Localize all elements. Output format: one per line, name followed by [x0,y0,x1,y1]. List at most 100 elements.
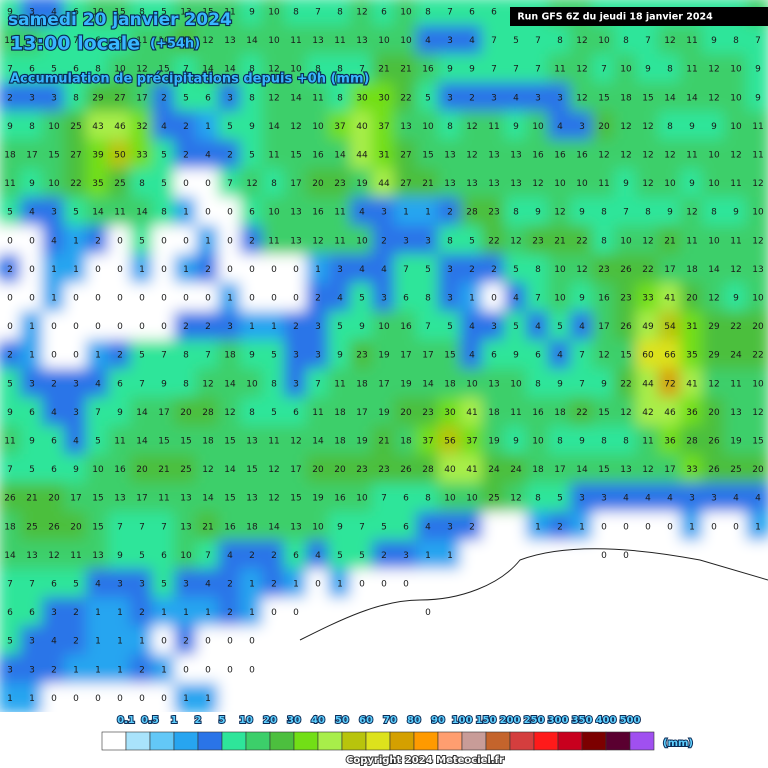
precip-cell [174,225,198,257]
precip-cell [636,254,660,285]
cell-value: 10 [312,122,324,132]
precip-cell [284,625,308,657]
precip-cell [592,482,616,514]
precip-cell [350,82,374,114]
precip-cell [680,683,704,714]
cell-value: 1 [139,637,145,647]
cell-value: 7 [645,36,651,46]
cell-value: 20 [334,465,346,475]
precip-cell [130,397,154,428]
cell-value: 11 [334,379,345,389]
cell-value: 12 [268,494,279,504]
cell-value: 23 [488,208,499,218]
cell-value: 1 [227,294,233,304]
precip-cell [702,282,726,314]
precip-cell [526,111,550,142]
precip-cell [372,53,396,85]
cell-value: 11 [114,437,125,447]
precip-cell [438,0,462,28]
copyright: Copyright 2024 Meteociel.fr [346,755,504,766]
cell-value: 13 [488,151,499,161]
legend-swatch [125,731,151,751]
precip-cell [240,82,264,114]
cell-value: 6 [51,580,57,590]
precip-cell [746,425,768,457]
precip-cell [262,0,286,28]
cell-value: 5 [51,65,57,75]
cell-value: 2 [271,580,277,590]
cell-value: 10 [466,494,478,504]
precip-cell [350,368,374,400]
cell-value: 2 [51,665,57,675]
cell-value: 17 [664,465,675,475]
precip-cell [42,540,66,571]
cell-value: 12 [466,151,477,161]
precip-cell [152,311,176,342]
cell-value: 26 [4,494,16,504]
precip-cell [438,683,462,714]
precip-cell [680,482,704,514]
cell-value: 13 [180,522,191,532]
precip-cell [174,53,198,85]
precip-cell [152,654,176,686]
precip-cell [306,568,330,600]
precip-cell [262,511,286,543]
cell-value: 8 [249,65,255,75]
cell-value: 5 [7,208,13,218]
cell-value: 12 [532,179,543,189]
precip-cell [394,311,418,342]
precip-cell [570,568,594,600]
precip-cell [438,82,462,114]
precip-cell [130,540,154,571]
precip-cell [482,368,506,400]
cell-value: 17 [70,494,81,504]
cell-value: 6 [95,36,101,46]
precip-cell [196,111,220,142]
precip-cell [262,425,286,457]
precip-cell [86,0,110,28]
precip-cell [108,368,132,400]
precip-cell [0,53,22,85]
cell-value: 10 [708,236,720,246]
precip-cell [636,654,660,686]
precip-cell [460,425,484,457]
precip-cell [658,25,682,56]
cell-value: 11 [334,36,345,46]
precip-cell [86,311,110,342]
cell-value: 0 [711,522,717,532]
precip-cell [702,482,726,514]
legend-label: 50 [335,715,349,726]
precip-cell [372,282,396,314]
precip-cell [680,540,704,571]
cell-value: 3 [381,208,387,218]
precip-cell [64,311,88,342]
precip-cell [504,225,528,257]
precip-cell [262,168,286,199]
precip-cell [86,168,110,199]
cell-value: 9 [755,93,761,103]
precip-cell [548,82,572,114]
cell-value: 7 [381,494,387,504]
cell-value: 26 [620,322,632,332]
precip-cell [108,311,132,342]
precip-cell [42,482,66,514]
precip-cell [328,597,352,628]
cell-value: 10 [400,8,412,18]
cell-value: 6 [73,65,79,75]
cell-value: 1 [161,608,167,618]
cell-value: 1 [95,608,101,618]
precip-cell [152,0,176,28]
precip-cell [108,339,132,371]
cell-value: 2 [491,265,497,275]
precip-cell [328,168,352,199]
cell-value: 0 [183,665,189,675]
precip-cell [262,683,286,714]
cell-value: 1 [183,265,189,275]
cell-value: 5 [359,551,365,561]
precip-cell [504,597,528,628]
cell-value: 8 [601,437,607,447]
cell-value: 12 [554,208,565,218]
legend-label: 5 [219,715,226,726]
cell-value: 0 [227,208,233,218]
cell-value: 2 [315,294,321,304]
